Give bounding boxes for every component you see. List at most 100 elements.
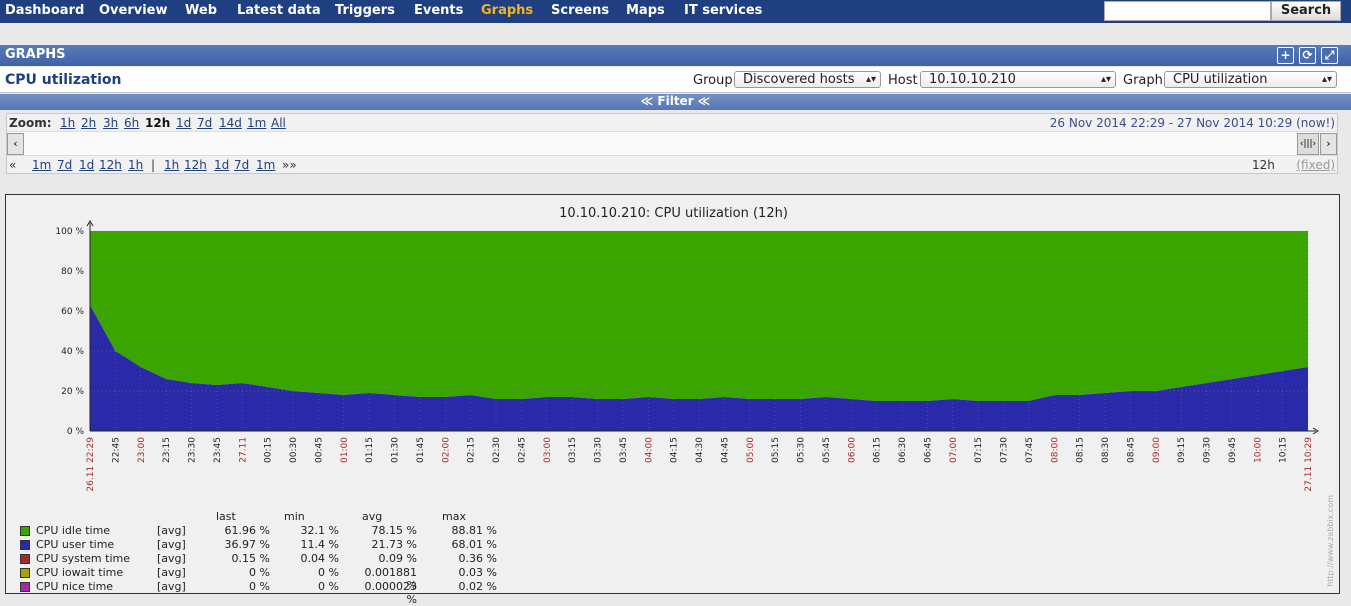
legend-value-last: 61.96 % [224, 524, 270, 537]
legend-swatch [20, 568, 30, 578]
x-tick-label: 05:15 [771, 437, 781, 463]
search-input[interactable] [1104, 1, 1271, 21]
x-tick-label: 00:30 [289, 437, 299, 463]
y-tick-label: 40 % [61, 347, 84, 357]
x-tick-label: 04:15 [670, 437, 680, 463]
y-tick-label: 60 % [61, 307, 84, 317]
nav-triggers[interactable]: Triggers [335, 3, 395, 18]
group-label: Group [693, 73, 733, 88]
legend-header-avg: avg [362, 510, 383, 523]
title-row: CPU utilization Group Discovered hosts ▴▾… [0, 67, 1351, 93]
fullscreen-icon[interactable]: ⤢ [1321, 47, 1338, 64]
refresh-icon[interactable]: ⟳ [1299, 47, 1316, 64]
x-tick-label: 06:45 [923, 437, 933, 463]
back-1h[interactable]: 1h [128, 158, 144, 172]
legend-value-avg: 0.000023 % [364, 580, 418, 606]
fwd-1m[interactable]: 1m [256, 158, 276, 172]
x-tick-label: 23:15 [162, 437, 172, 463]
nav-it-services[interactable]: IT services [684, 3, 763, 18]
legend-row: CPU system time [avg] 0.15 % 0.04 % 0.09 % 0.… [20, 552, 497, 566]
x-tick-label: 04:45 [720, 437, 730, 463]
x-tick-label: 26.11 22:29 [86, 437, 96, 492]
x-tick-label: 22:45 [111, 437, 121, 463]
chevron-right-icon[interactable]: › [1320, 133, 1337, 155]
zoom-label: Zoom: [9, 116, 52, 130]
legend-row: CPU idle time [avg] 61.96 % 32.1 % 78.15 % 88… [20, 524, 497, 538]
fixed-toggle[interactable]: (fixed) [1296, 158, 1335, 172]
x-tick-label: 01:45 [416, 437, 426, 463]
x-tick-label: 01:00 [340, 437, 350, 463]
zoom-7d[interactable]: 7d [197, 116, 213, 130]
graph-select[interactable]: CPU utilization ▴▾ [1164, 71, 1337, 88]
x-tick-label: 07:30 [1000, 437, 1010, 463]
fwd-12h[interactable]: 12h [184, 158, 207, 172]
zoom-6h[interactable]: 6h [124, 116, 140, 130]
x-tick-label: 09:30 [1203, 437, 1213, 463]
legend-value-max: 68.01 % [451, 538, 497, 551]
legend-series-name: CPU iowait time [36, 566, 124, 579]
chevron-left-icon[interactable]: ‹ [7, 133, 24, 155]
legend-header-last: last [216, 510, 236, 523]
back-arrows[interactable]: « [9, 158, 17, 172]
watermark: http://www.zabbix.com [1326, 495, 1335, 587]
legend-swatch [20, 540, 30, 550]
zoom-1h[interactable]: 1h [60, 116, 76, 130]
fwd-arrows[interactable]: »» [282, 158, 297, 172]
nav-graphs[interactable]: Graphs [481, 3, 534, 18]
x-tick-label: 02:15 [467, 437, 477, 463]
zoom-2h[interactable]: 2h [81, 116, 97, 130]
select-arrows-icon: ▴▾ [1100, 74, 1111, 85]
nav-latest-data[interactable]: Latest data [237, 3, 321, 18]
scroll-thumb[interactable]: ‹|||› [1297, 133, 1319, 155]
legend-swatch [20, 582, 30, 592]
zoom-14d[interactable]: 14d [219, 116, 242, 130]
zoom-1m[interactable]: 1m [247, 116, 267, 130]
nav-maps[interactable]: Maps [626, 3, 665, 18]
legend-value-min: 0.04 % [300, 552, 339, 565]
nav-dashboard[interactable]: Dashboard [5, 3, 85, 18]
back-7d[interactable]: 7d [57, 158, 73, 172]
search-button[interactable]: Search [1271, 1, 1341, 21]
nav-events[interactable]: Events [414, 3, 464, 18]
x-tick-label: 09:45 [1228, 437, 1238, 463]
x-tick-label: 08:30 [1101, 437, 1111, 463]
nav-separator: | [151, 158, 156, 172]
x-tick-label: 03:30 [594, 437, 604, 463]
host-select[interactable]: 10.10.10.210 ▴▾ [920, 71, 1116, 88]
x-tick-label: 27.11 [238, 437, 248, 463]
legend-row: CPU user time [avg] 36.97 % 11.4 % 21.73 % 68… [20, 538, 497, 552]
legend-value-last: 36.97 % [224, 538, 270, 551]
x-tick-label: 23:30 [188, 437, 198, 463]
period-scrollbar[interactable]: ‹ ‹|||› › [7, 131, 1337, 156]
x-tick-label: 04:00 [644, 437, 654, 463]
x-tick-label: 06:15 [873, 437, 883, 463]
legend-value-max: 88.81 % [451, 524, 497, 537]
legend-value-avg: 21.73 % [371, 538, 417, 551]
legend-value-min: 0 % [318, 566, 339, 579]
zoom-1d[interactable]: 1d [176, 116, 192, 130]
x-tick-label: 02:30 [492, 437, 502, 463]
zoom-12h[interactable]: 12h [145, 116, 171, 130]
legend-value-min: 0 % [318, 580, 339, 593]
x-tick-label: 00:15 [264, 437, 274, 463]
fwd-1h[interactable]: 1h [164, 158, 180, 172]
nav-overview[interactable]: Overview [99, 3, 168, 18]
back-1m[interactable]: 1m [32, 158, 52, 172]
fwd-7d[interactable]: 7d [234, 158, 250, 172]
group-select[interactable]: Discovered hosts ▴▾ [734, 71, 881, 88]
x-tick-label: 01:30 [391, 437, 401, 463]
nav-screens[interactable]: Screens [551, 3, 610, 18]
select-arrows-icon: ▴▾ [865, 74, 876, 85]
back-12h[interactable]: 12h [99, 158, 122, 172]
x-tick-label: 03:00 [543, 437, 553, 463]
filter-toggle[interactable]: ≪ Filter ≪ [0, 94, 1351, 110]
fwd-1d[interactable]: 1d [214, 158, 230, 172]
back-1d[interactable]: 1d [79, 158, 95, 172]
add-icon[interactable]: + [1277, 47, 1294, 64]
nav-web[interactable]: Web [185, 3, 217, 18]
zoom-all[interactable]: All [271, 116, 286, 130]
x-tick-label: 02:00 [441, 437, 451, 463]
x-tick-label: 04:30 [695, 437, 705, 463]
period-range: 26 Nov 2014 22:29 - 27 Nov 2014 10:29 (n… [1049, 116, 1335, 130]
zoom-3h[interactable]: 3h [103, 116, 119, 130]
